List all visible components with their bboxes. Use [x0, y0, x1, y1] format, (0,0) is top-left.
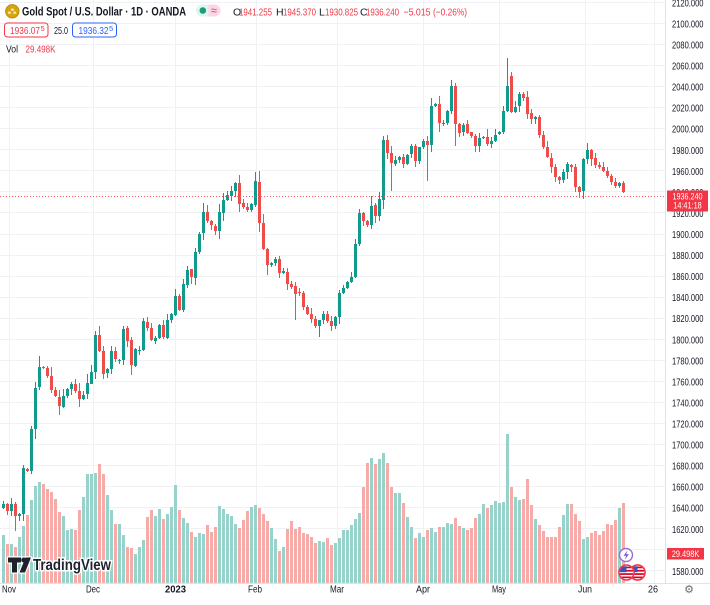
svg-text:−5.015: −5.015	[404, 7, 431, 19]
svg-text:Gold Spot / U.S. Dollar · 1D ·: Gold Spot / U.S. Dollar · 1D · OANDA	[22, 5, 186, 19]
svg-text:1800.000: 1800.000	[672, 335, 704, 346]
svg-text:2020.000: 2020.000	[672, 104, 704, 115]
svg-text:1860.000: 1860.000	[672, 272, 704, 283]
svg-text:1760.000: 1760.000	[672, 377, 704, 388]
svg-text:1936.240: 1936.240	[366, 7, 399, 19]
svg-text:TradingView: TradingView	[33, 557, 112, 574]
svg-text:5: 5	[41, 24, 45, 33]
svg-text:1640.000: 1640.000	[672, 504, 704, 515]
svg-text:1680.000: 1680.000	[672, 462, 704, 473]
svg-text:1620.000: 1620.000	[672, 525, 704, 536]
svg-text:May: May	[492, 585, 506, 596]
svg-text:29.498K: 29.498K	[26, 45, 56, 56]
svg-text:2040.000: 2040.000	[672, 83, 704, 94]
svg-text:1930.825: 1930.825	[325, 7, 358, 19]
svg-text:≈: ≈	[211, 5, 217, 17]
svg-text:25.0: 25.0	[54, 25, 68, 37]
svg-text:5: 5	[109, 24, 113, 33]
svg-text:1580.000: 1580.000	[672, 567, 704, 578]
svg-text:Dec: Dec	[86, 585, 100, 596]
svg-text:2060.000: 2060.000	[672, 62, 704, 73]
svg-text:1900.000: 1900.000	[672, 230, 704, 241]
svg-text:Feb: Feb	[248, 585, 262, 596]
svg-text:1960.000: 1960.000	[672, 167, 704, 178]
svg-text:1740.000: 1740.000	[672, 399, 704, 410]
svg-text:Jun: Jun	[578, 585, 592, 596]
svg-text:2080.000: 2080.000	[672, 41, 704, 52]
svg-text:2000.000: 2000.000	[672, 125, 704, 136]
svg-text:C: C	[360, 7, 368, 19]
svg-text:1880.000: 1880.000	[672, 251, 704, 262]
svg-text:29.498K: 29.498K	[672, 549, 700, 560]
svg-text:1840.000: 1840.000	[672, 293, 704, 304]
svg-text:H: H	[276, 7, 284, 19]
svg-text:1936.07: 1936.07	[10, 25, 40, 37]
svg-text:1700.000: 1700.000	[672, 441, 704, 452]
svg-text:1820.000: 1820.000	[672, 314, 704, 325]
svg-text:1780.000: 1780.000	[672, 356, 704, 367]
svg-text:L: L	[319, 7, 325, 19]
svg-text:Vol: Vol	[6, 45, 18, 56]
svg-text:14:41:18: 14:41:18	[673, 200, 702, 210]
svg-text:1945.370: 1945.370	[283, 7, 316, 19]
svg-text:Mar: Mar	[330, 585, 345, 596]
svg-text:Apr: Apr	[416, 585, 431, 596]
svg-text:1660.000: 1660.000	[672, 483, 704, 494]
svg-text:⚙: ⚙	[684, 584, 694, 596]
svg-text:(−0.26%): (−0.26%)	[433, 7, 467, 19]
svg-text:1941.255: 1941.255	[239, 7, 272, 19]
svg-text:1936.240: 1936.240	[673, 192, 703, 202]
svg-text:O: O	[233, 7, 241, 19]
svg-text:1936.32: 1936.32	[79, 25, 109, 37]
svg-text:Nov: Nov	[2, 585, 16, 596]
svg-text:1920.000: 1920.000	[672, 209, 704, 220]
svg-text:2120.000: 2120.000	[672, 0, 704, 9]
svg-text:1980.000: 1980.000	[672, 146, 704, 157]
svg-text:2023: 2023	[165, 585, 186, 596]
svg-text:26: 26	[648, 585, 658, 596]
svg-text:1720.000: 1720.000	[672, 420, 704, 431]
svg-text:2100.000: 2100.000	[672, 20, 704, 31]
